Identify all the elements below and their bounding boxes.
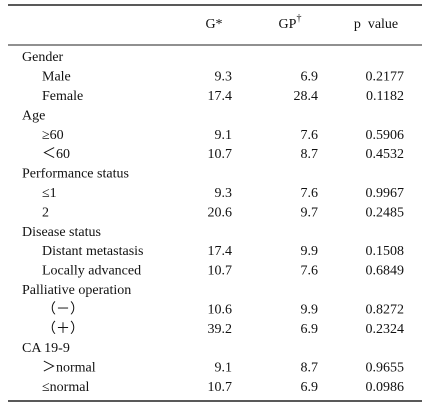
row-label: Male — [42, 70, 71, 85]
group-label: Age — [22, 108, 45, 123]
cell-value: 0.1508 — [366, 244, 405, 259]
cell-value: 0.2485 — [366, 205, 405, 220]
cell-value: 17.4 — [208, 89, 233, 104]
cell-value: 10.7 — [208, 264, 233, 279]
cell-value: 6.9 — [301, 322, 319, 337]
row-label: Female — [42, 89, 83, 104]
cell-value: 10.6 — [208, 302, 233, 317]
cell-value: 7.6 — [301, 128, 319, 143]
cell-value: 7.6 — [301, 186, 319, 201]
cell-value: 9.9 — [301, 244, 319, 259]
group-label: Disease status — [22, 225, 101, 240]
cell-value: 8.7 — [301, 361, 319, 376]
cell-value: 9.3 — [215, 70, 233, 85]
row-label: （－） — [42, 301, 84, 317]
cell-value: 0.0986 — [366, 380, 405, 395]
cell-value: 28.4 — [294, 89, 319, 104]
cell-value: 0.4532 — [366, 147, 405, 162]
cell-value: 0.2177 — [366, 70, 405, 85]
row-label: 2 — [42, 205, 49, 220]
cell-value: 9.9 — [301, 302, 319, 317]
cell-value: 7.6 — [301, 264, 319, 279]
row-label: Locally advanced — [42, 264, 141, 279]
cell-value: 8.7 — [301, 147, 319, 162]
column-header: p value — [354, 17, 398, 32]
cell-value: 6.9 — [301, 70, 319, 85]
row-label: Distant metastasis — [42, 244, 144, 259]
cell-value: 9.7 — [301, 205, 319, 220]
group-label: CA 19-9 — [22, 341, 70, 356]
cell-value: 0.5906 — [366, 128, 405, 143]
header-text: GP — [279, 17, 297, 32]
cell-value: 6.9 — [301, 380, 319, 395]
cell-value: 9.3 — [215, 186, 233, 201]
cell-value: 0.9655 — [366, 361, 405, 376]
cell-value: 0.6849 — [366, 264, 405, 279]
group-label: Palliative operation — [22, 283, 131, 298]
cell-value: 20.6 — [208, 205, 233, 220]
cell-value: 0.9967 — [366, 186, 405, 201]
row-label: ＜60 — [42, 147, 70, 162]
header-sup: † — [296, 13, 301, 24]
row-label: ≥60 — [42, 128, 64, 143]
cell-value: 0.2324 — [366, 322, 405, 337]
group-label: Performance status — [22, 167, 129, 182]
row-label: ＞normal — [42, 361, 96, 376]
cell-value: 10.7 — [208, 380, 233, 395]
cell-value: 39.2 — [208, 322, 233, 337]
cell-value: 0.8272 — [366, 302, 405, 317]
row-label: （＋） — [42, 321, 84, 337]
column-header: GP† — [279, 13, 302, 32]
cell-value: 9.1 — [215, 128, 233, 143]
row-label: ≤normal — [42, 380, 89, 395]
group-label: Gender — [22, 50, 64, 65]
row-label: ≤1 — [42, 186, 57, 201]
cell-value: 9.1 — [215, 361, 233, 376]
cell-value: 17.4 — [208, 244, 233, 259]
column-header: G* — [205, 17, 222, 32]
cell-value: 0.1182 — [366, 89, 404, 104]
cell-value: 10.7 — [208, 147, 233, 162]
